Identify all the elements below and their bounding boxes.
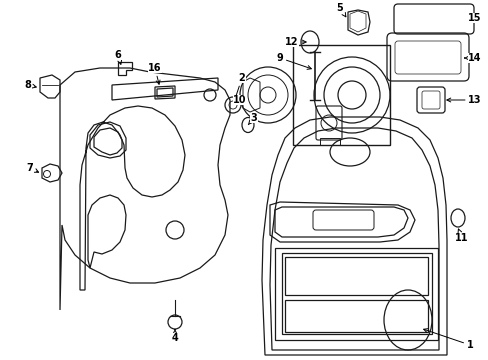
Text: 7: 7 bbox=[26, 163, 39, 173]
Text: 5: 5 bbox=[336, 3, 345, 17]
Text: 6: 6 bbox=[114, 50, 122, 64]
Text: 14: 14 bbox=[464, 53, 481, 63]
Text: 10: 10 bbox=[233, 95, 246, 105]
Text: 16: 16 bbox=[148, 63, 162, 84]
Text: 9: 9 bbox=[276, 53, 311, 69]
Text: 8: 8 bbox=[24, 80, 36, 90]
Text: 13: 13 bbox=[446, 95, 481, 105]
Text: 4: 4 bbox=[171, 330, 178, 343]
Text: 12: 12 bbox=[285, 37, 305, 47]
Text: 1: 1 bbox=[423, 329, 472, 350]
Text: 11: 11 bbox=[454, 229, 468, 243]
Text: 15: 15 bbox=[468, 13, 481, 23]
Text: 2: 2 bbox=[233, 73, 245, 101]
Text: 3: 3 bbox=[248, 113, 257, 125]
